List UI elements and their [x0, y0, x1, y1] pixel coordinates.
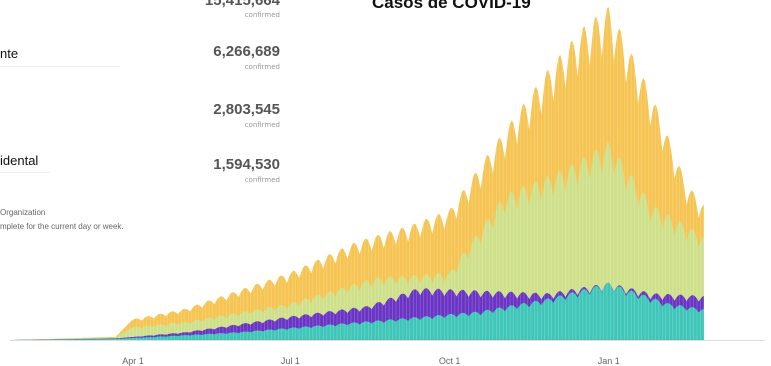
- region-label-4: idental: [0, 153, 39, 168]
- divider: [0, 172, 50, 173]
- x-tick-label: Jan 1: [598, 356, 620, 366]
- region-count-3: 2,803,545: [213, 101, 280, 118]
- series-area-lime: [11, 142, 704, 340]
- region-confirmed-3: confirmed: [244, 121, 280, 129]
- series-area-teal: [11, 282, 704, 340]
- region-confirmed-1: confirmed: [244, 11, 280, 19]
- chart-title: Casos de COVID-19: [372, 0, 531, 12]
- region-label-2: nte: [0, 46, 19, 61]
- x-tick-label: Apr 1: [122, 356, 144, 366]
- region-count-4: 1,594,530: [213, 156, 280, 173]
- region-count-1: 15,415,664: [204, 0, 280, 9]
- x-tick-label: Jul 1: [281, 356, 300, 366]
- divider: [0, 66, 120, 67]
- region-confirmed-2: confirmed: [244, 63, 280, 71]
- footnote-note: mplete for the current day or week.: [0, 222, 124, 231]
- region-confirmed-4: confirmed: [244, 176, 280, 184]
- region-count-2: 6,266,689: [213, 43, 280, 60]
- x-tick-label: Oct 1: [439, 356, 461, 366]
- footnote-source: Organization: [0, 208, 46, 217]
